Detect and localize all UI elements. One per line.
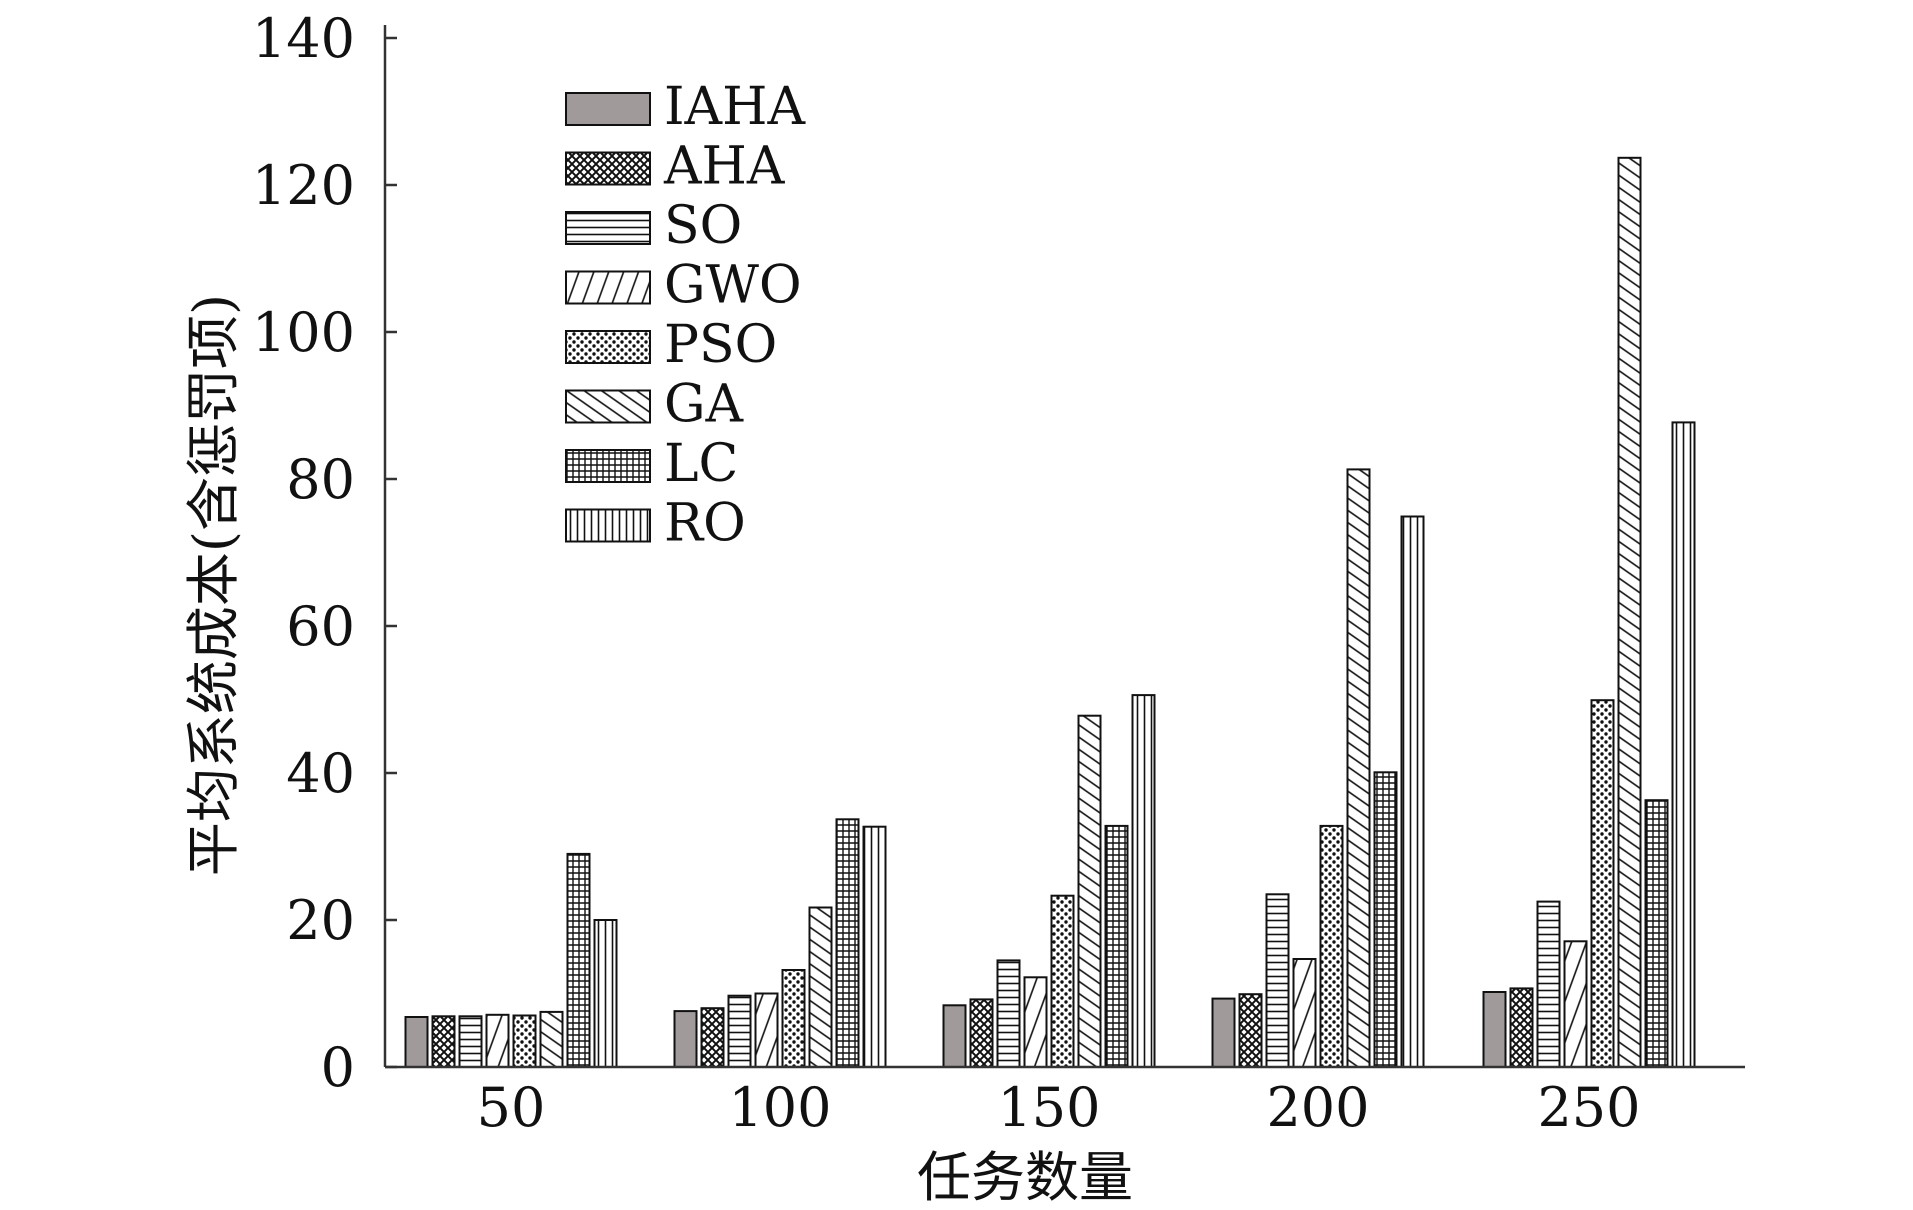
bar-ga-50	[539, 1010, 564, 1069]
bar-gwo-100	[754, 992, 779, 1068]
bar-ro-250	[1671, 421, 1696, 1068]
legend-label-gwo: GWO	[664, 256, 802, 316]
x-axis-title: 任务数量	[917, 1146, 1133, 1205]
bar-ro-150	[1131, 694, 1156, 1068]
legend-label-so: SO	[664, 196, 742, 256]
legend-label-iaha: IAHA	[664, 77, 806, 137]
x-tick-label-150: 150	[997, 1076, 1100, 1139]
legend-swatch-aha	[565, 151, 651, 186]
bar-aha-250	[1509, 987, 1534, 1069]
y-tick-label-100: 100	[252, 301, 355, 364]
y-tick-label-60: 60	[286, 595, 355, 658]
bar-gwo-50	[485, 1013, 510, 1068]
bar-ga-250	[1617, 156, 1642, 1069]
bar-gwo-150	[1023, 976, 1048, 1068]
bar-ga-100	[808, 906, 833, 1068]
bar-aha-150	[969, 998, 994, 1069]
bar-lc-50	[566, 852, 591, 1069]
bar-ro-50	[593, 919, 618, 1068]
legend-swatch-pso	[565, 330, 651, 364]
bar-iaha-150	[942, 1004, 967, 1068]
bar-ga-200	[1346, 468, 1371, 1068]
bar-pso-100	[781, 969, 806, 1068]
bar-iaha-50	[404, 1016, 429, 1068]
bar-pso-250	[1590, 699, 1615, 1068]
y-tick-label-20: 20	[286, 889, 355, 952]
bar-so-100	[727, 994, 752, 1069]
bar-ro-200	[1400, 515, 1425, 1068]
bar-so-150	[996, 959, 1021, 1069]
bar-lc-100	[835, 818, 860, 1068]
bar-lc-250	[1644, 799, 1669, 1068]
bar-so-250	[1536, 900, 1561, 1068]
legend-label-lc: LC	[664, 434, 738, 494]
legend-swatch-lc	[565, 449, 651, 483]
y-tick-label-140: 140	[252, 7, 355, 70]
bar-ro-100	[862, 825, 887, 1069]
bar-ga-150	[1077, 714, 1102, 1068]
legend-swatch-gwo	[565, 270, 651, 305]
bars-layer	[404, 156, 1696, 1069]
bar-aha-200	[1238, 993, 1263, 1069]
y-tick-label-40: 40	[286, 742, 355, 805]
tick-labels: 0 20 40 60 80 100 120 140 50 100 150 200 250	[252, 7, 1641, 1139]
legend-swatch-iaha	[565, 92, 651, 126]
x-tick-label-100: 100	[728, 1076, 831, 1139]
bar-aha-100	[700, 1007, 725, 1069]
bar-pso-200	[1319, 824, 1344, 1069]
bar-pso-150	[1050, 894, 1075, 1069]
legend-label-ro: RO	[664, 494, 746, 554]
bar-lc-150	[1104, 824, 1129, 1069]
bar-iaha-100	[673, 1010, 698, 1068]
legend-label-pso: PSO	[664, 315, 777, 375]
y-axis-title: 平均系统成本(含惩罚项)	[182, 294, 245, 876]
x-tick-label-50: 50	[477, 1076, 546, 1139]
bar-so-50	[458, 1015, 483, 1068]
bar-so-200	[1265, 893, 1290, 1068]
bar-gwo-200	[1292, 958, 1317, 1068]
bar-iaha-250	[1482, 991, 1507, 1068]
y-tick-label-80: 80	[286, 448, 355, 511]
x-tick-label-250: 250	[1537, 1076, 1640, 1139]
legend-swatch-so	[565, 211, 651, 245]
legend-label-ga: GA	[664, 375, 745, 435]
y-tick-label-120: 120	[252, 154, 355, 217]
legend-swatch-ro	[565, 508, 651, 543]
bar-aha-50	[431, 1015, 456, 1068]
bar-gwo-250	[1563, 940, 1588, 1068]
bar-iaha-200	[1211, 997, 1236, 1068]
bar-lc-200	[1373, 771, 1398, 1068]
x-tick-label-200: 200	[1266, 1076, 1369, 1139]
axes	[383, 25, 1745, 1069]
legend-swatch-ga	[565, 389, 651, 424]
y-tick-label-0: 0	[321, 1036, 355, 1099]
bar-pso-50	[512, 1014, 537, 1068]
legend-label-aha: AHA	[663, 137, 786, 197]
